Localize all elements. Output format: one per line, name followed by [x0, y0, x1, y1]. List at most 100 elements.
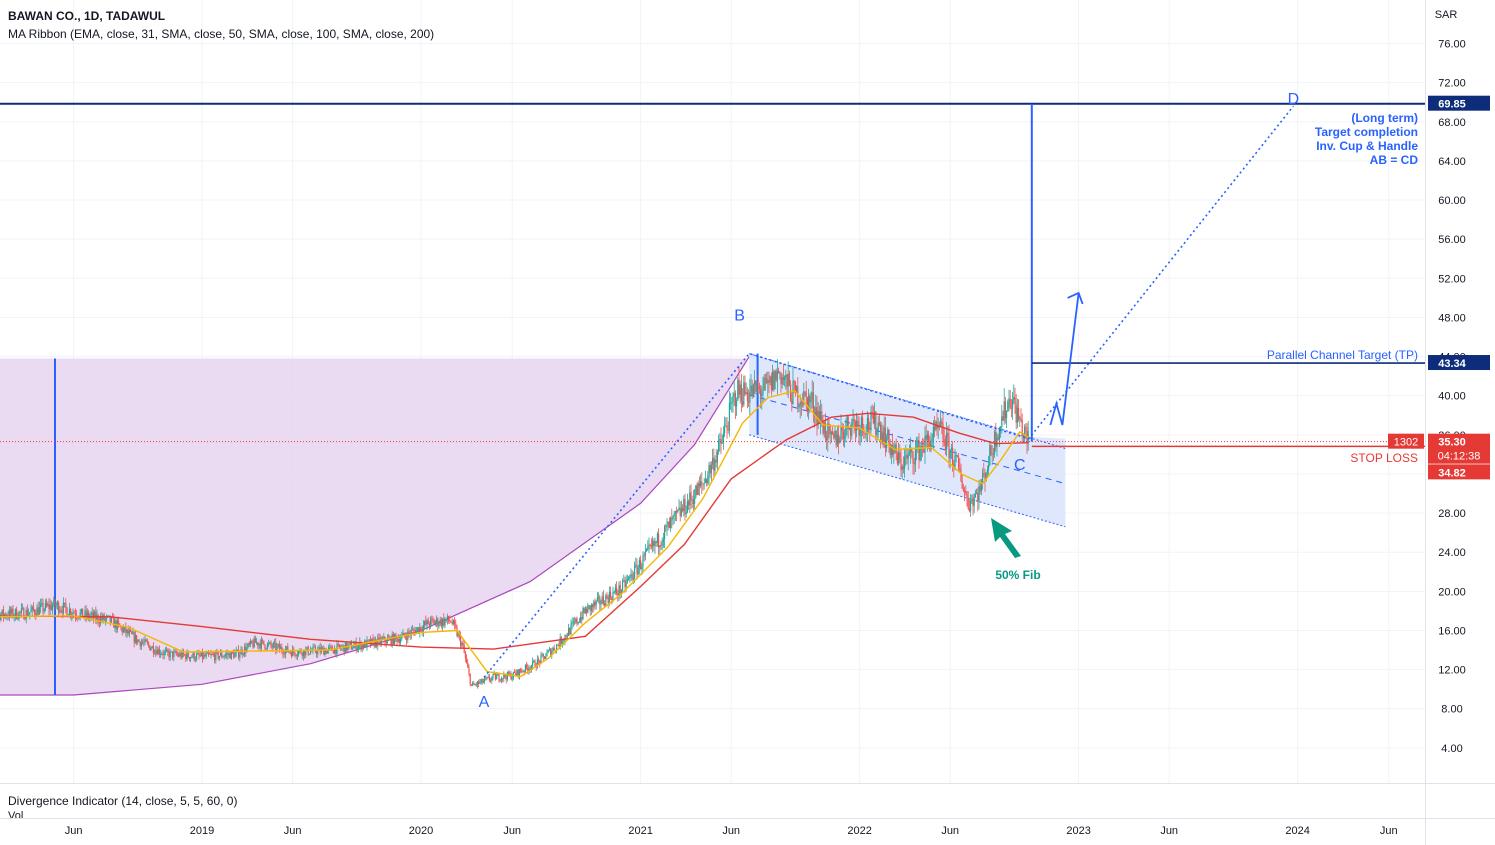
candle-body [768, 380, 770, 383]
candle-body [236, 649, 238, 651]
volume-legend[interactable]: Vol [8, 810, 24, 818]
candle-body [479, 681, 481, 684]
candle-body [955, 455, 957, 456]
x-tick-label: Jun [941, 825, 959, 837]
candle-body [71, 614, 73, 616]
candle-body [452, 620, 454, 624]
candle-body [128, 630, 130, 634]
candle-body [422, 625, 424, 632]
candle-body [187, 652, 189, 658]
candle-body [160, 654, 162, 655]
candle-body [833, 434, 835, 439]
sub-indicator-legend[interactable]: Divergence Indicator (14, close, 5, 5, 6… [8, 794, 238, 808]
candle-body [55, 605, 57, 606]
candle-body [337, 644, 339, 646]
candle-body [653, 540, 655, 546]
candle-body [109, 615, 111, 622]
candle-body [292, 649, 294, 657]
candle-body [1, 609, 3, 615]
candle-body [412, 629, 414, 631]
candle-body [608, 592, 610, 603]
candle-body [360, 642, 362, 650]
candle-body [396, 637, 398, 642]
candle-body [450, 621, 452, 623]
candle-body [80, 608, 82, 613]
candle-body [745, 392, 747, 395]
x-tick-label: Jun [722, 825, 740, 837]
candle-body [11, 608, 13, 614]
candle-body [695, 485, 697, 498]
candle-body [739, 384, 741, 395]
candle-body [667, 521, 669, 525]
candle-body [930, 440, 932, 450]
candle-body [1006, 411, 1008, 419]
candle-body [1000, 426, 1002, 428]
candle-body [919, 449, 921, 461]
indicator-legend[interactable]: MA Ribbon (EMA, close, 31, SMA, close, 5… [8, 27, 435, 41]
candle-body [754, 380, 756, 385]
candle-body [404, 636, 406, 638]
candle-body [442, 618, 444, 626]
candle-body [172, 651, 174, 658]
candle-body [167, 649, 169, 653]
candle-body [166, 649, 168, 651]
candle-body [482, 681, 484, 683]
candle-body [127, 629, 129, 634]
candle-body [1004, 401, 1006, 419]
candle-body [980, 483, 982, 492]
candle-body [122, 628, 124, 633]
x-tick-label: Jun [284, 825, 302, 837]
y-tick-label: 16.00 [1438, 625, 1466, 637]
candle-body [846, 416, 848, 427]
candle-body [576, 618, 578, 624]
candle-body [406, 637, 408, 641]
candle-body [274, 642, 276, 644]
candle-body [61, 610, 63, 613]
candle-body [67, 614, 69, 616]
candle-body [191, 657, 193, 658]
candle-body [197, 653, 199, 655]
candle-body [552, 647, 554, 651]
candle-body [598, 596, 600, 598]
target-note-line: (Long term) [1351, 111, 1418, 125]
candle-body [220, 652, 222, 657]
candle-body [742, 401, 744, 405]
candle-body [512, 671, 514, 678]
candle-body [510, 673, 512, 680]
candle-body [624, 580, 626, 587]
candle-body [972, 499, 974, 506]
candle-body [949, 449, 951, 459]
symbol-title[interactable]: BAWAN CO., 1D, TADAWUL [8, 9, 166, 23]
candle-body [1001, 416, 1003, 427]
candle-body [500, 678, 502, 681]
candle-body [582, 608, 584, 620]
candle-body [466, 658, 468, 663]
candle-body [685, 512, 687, 515]
candle-body [72, 612, 74, 615]
candle-body [595, 600, 597, 606]
candle-body [437, 618, 439, 627]
candle-body [611, 597, 613, 601]
candle-body [383, 636, 385, 639]
candle-body [224, 654, 226, 657]
candle-body [661, 542, 663, 546]
candle-body [974, 494, 976, 497]
candle-body [680, 508, 682, 516]
candle-body [104, 618, 106, 621]
candle-body [277, 644, 279, 646]
candle-body [964, 490, 966, 492]
candle-body [332, 650, 334, 654]
candle-body [325, 650, 327, 654]
candle-body [917, 440, 919, 448]
candle-body [24, 619, 26, 620]
candle-body [722, 433, 724, 442]
candle-body [761, 393, 763, 397]
candle-body [794, 382, 796, 393]
candle-body [677, 509, 679, 513]
candle-body [744, 382, 746, 395]
candle-body [200, 652, 202, 656]
candle-body [59, 610, 61, 613]
candle-body [428, 624, 430, 626]
candle-body [426, 619, 428, 625]
